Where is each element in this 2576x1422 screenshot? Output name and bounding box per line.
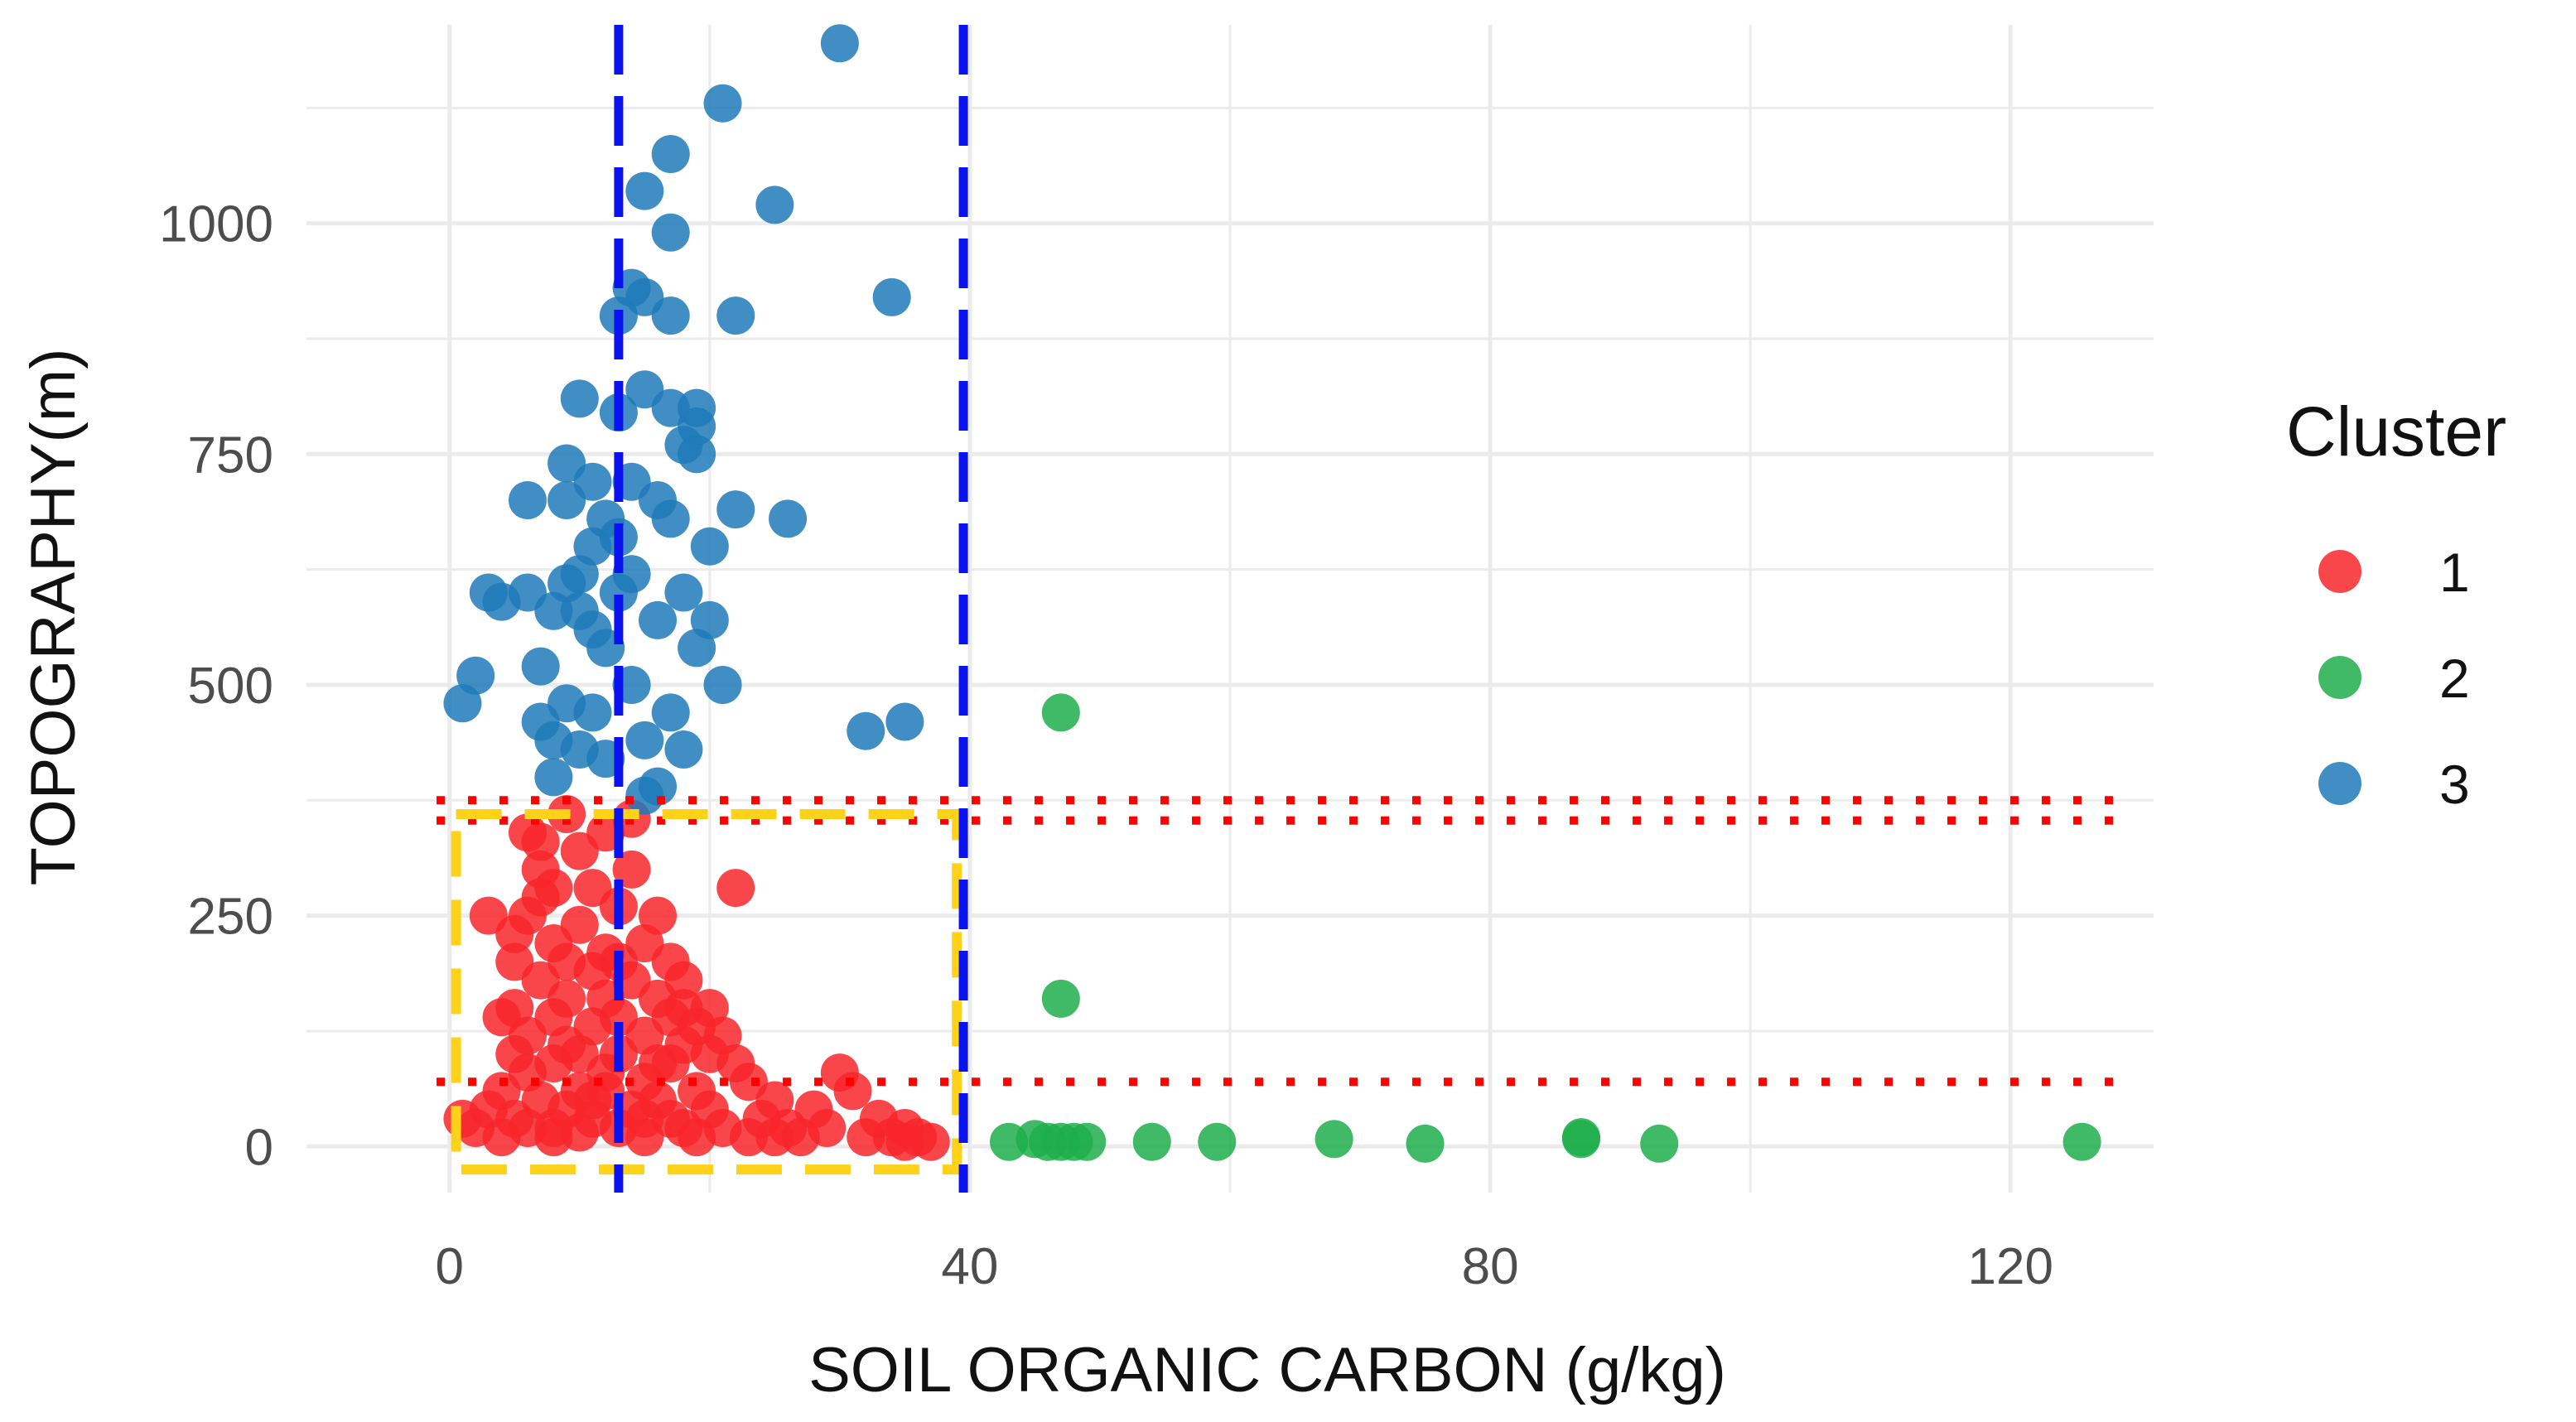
x-tick-label: 0: [436, 1238, 464, 1295]
data-point-cluster-3: [847, 711, 885, 750]
data-point-cluster-1: [534, 1108, 573, 1147]
data-point-cluster-1: [664, 961, 703, 1000]
legend-key-cluster-1: [2318, 550, 2361, 593]
data-point-cluster-3: [625, 776, 664, 815]
data-point-cluster-1: [911, 1122, 950, 1161]
data-point-cluster-3: [521, 647, 560, 686]
data-point-cluster-1: [690, 1034, 729, 1073]
legend-label-cluster-3: 3: [2439, 754, 2470, 815]
data-point-cluster-3: [625, 171, 664, 210]
data-point-cluster-3: [703, 84, 742, 123]
legend-title: Cluster: [2286, 393, 2506, 470]
data-point-cluster-3: [769, 499, 808, 538]
data-point-cluster-3: [820, 24, 859, 63]
data-point-cluster-1: [508, 813, 547, 852]
data-point-cluster-1: [639, 1044, 678, 1082]
x-axis-title: SOIL ORGANIC CARBON (g/kg): [808, 1335, 1726, 1405]
data-point-cluster-3: [651, 693, 690, 732]
x-tick-label: 80: [1462, 1238, 1519, 1295]
y-axis-title: TOPOGRAPHY(m): [18, 349, 89, 886]
data-point-cluster-3: [508, 481, 547, 520]
reference-lines: [437, 25, 2135, 1193]
data-point-cluster-3: [885, 702, 924, 741]
data-point-cluster-3: [678, 629, 716, 668]
y-tick-label: 0: [245, 1119, 273, 1176]
data-point-cluster-3: [755, 186, 794, 224]
x-tick-label: 120: [1968, 1238, 2053, 1295]
data-point-cluster-3: [664, 730, 703, 769]
data-point-cluster-3: [651, 213, 690, 252]
y-tick-label: 250: [188, 889, 273, 946]
data-point-cluster-3: [625, 721, 664, 759]
data-point-cluster-3: [690, 527, 729, 566]
data-point-cluster-2: [1640, 1124, 1679, 1163]
x-tick-label: 40: [941, 1238, 998, 1295]
data-point-cluster-3: [639, 600, 678, 639]
data-points: [443, 24, 2101, 1163]
data-point-cluster-3: [678, 407, 716, 446]
data-point-cluster-3: [678, 435, 716, 474]
data-point-cluster-1: [482, 998, 521, 1037]
tick-labels: 0 40 80 120 0 250 500 750 1000: [159, 196, 2053, 1295]
data-point-cluster-1: [560, 905, 599, 944]
data-point-cluster-1: [521, 878, 560, 917]
data-point-cluster-1: [548, 979, 586, 1018]
data-point-cluster-2: [1132, 1122, 1171, 1161]
data-point-cluster-3: [573, 462, 612, 501]
legend-key-cluster-3: [2318, 762, 2361, 805]
data-point-cluster-3: [560, 591, 599, 630]
y-tick-label: 500: [188, 658, 273, 715]
legend: Cluster 1 2 3: [2286, 393, 2506, 815]
data-point-cluster-2: [1041, 693, 1080, 732]
data-point-cluster-2: [2062, 1122, 2101, 1161]
data-point-cluster-3: [508, 573, 547, 612]
data-point-cluster-2: [1406, 1124, 1445, 1163]
data-point-cluster-1: [495, 914, 534, 953]
data-point-cluster-3: [651, 135, 690, 174]
data-point-cluster-3: [534, 758, 573, 797]
data-point-cluster-1: [573, 1081, 612, 1120]
data-point-cluster-1: [612, 850, 651, 889]
data-point-cluster-3: [703, 665, 742, 704]
data-point-cluster-3: [716, 296, 755, 335]
legend-key-cluster-2: [2318, 656, 2361, 699]
data-point-cluster-1: [560, 1034, 599, 1073]
legend-label-cluster-2: 2: [2439, 648, 2470, 709]
data-point-cluster-1: [716, 869, 755, 908]
data-point-cluster-3: [716, 490, 755, 529]
data-point-cluster-1: [833, 1072, 872, 1111]
data-point-cluster-1: [625, 1099, 664, 1138]
data-point-cluster-3: [651, 499, 690, 538]
data-point-cluster-3: [664, 573, 703, 612]
data-point-cluster-2: [1198, 1122, 1237, 1161]
data-point-cluster-2: [1562, 1120, 1601, 1159]
highlight-rectangle: [451, 809, 962, 1175]
y-tick-label: 1000: [159, 196, 273, 253]
legend-label-cluster-1: 1: [2439, 542, 2470, 603]
data-point-cluster-2: [1041, 979, 1080, 1018]
y-tick-label: 750: [188, 427, 273, 484]
data-point-cluster-3: [872, 277, 911, 316]
data-point-cluster-2: [1315, 1120, 1353, 1159]
data-point-cluster-1: [651, 998, 690, 1037]
data-point-cluster-1: [808, 1108, 847, 1147]
data-point-cluster-1: [639, 896, 678, 935]
data-point-cluster-3: [521, 702, 560, 741]
data-point-cluster-2: [1068, 1122, 1107, 1161]
data-point-cluster-3: [443, 684, 482, 723]
data-point-cluster-3: [651, 296, 690, 335]
data-point-cluster-3: [560, 379, 599, 418]
data-point-cluster-3: [573, 693, 612, 732]
